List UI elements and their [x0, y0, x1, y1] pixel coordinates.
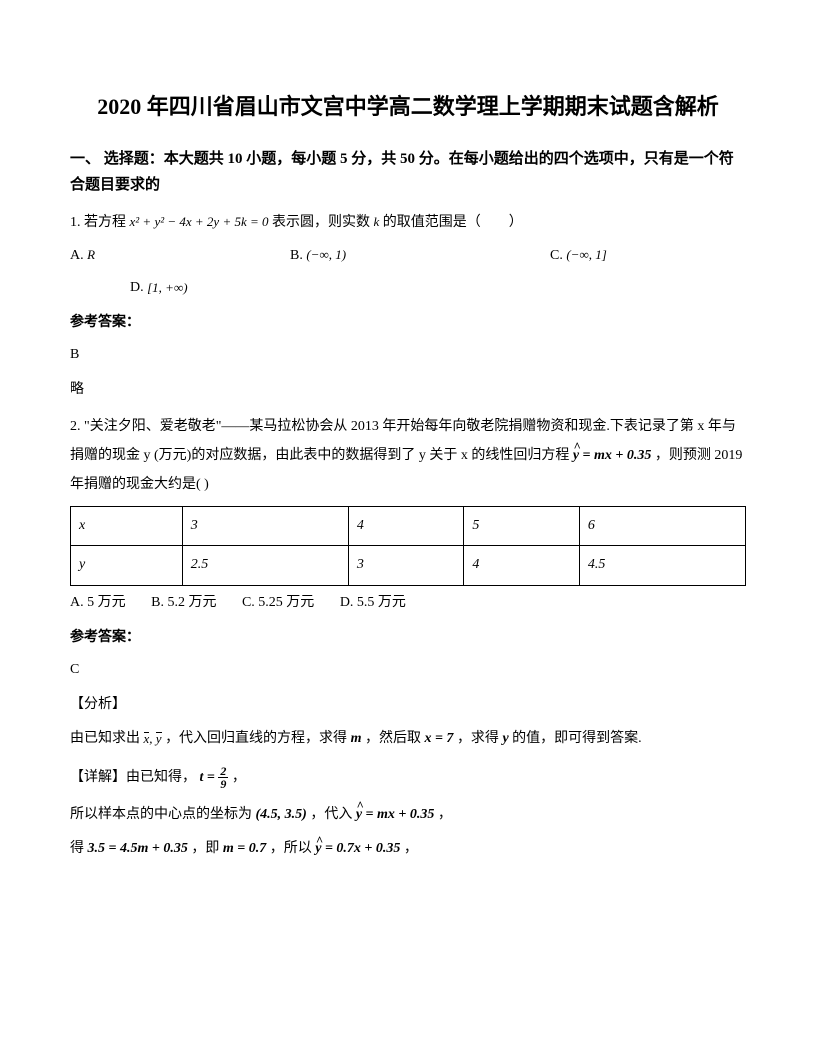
text: ，然后取	[365, 731, 425, 746]
q2-option-a: A. 5 万元	[70, 595, 126, 610]
opt-value: [1, +∞)	[147, 276, 187, 301]
q2-option-b: B. 5.2 万元	[151, 595, 216, 610]
q2-options: A. 5 万元 B. 5.2 万元 C. 5.25 万元 D. 5.5 万元	[70, 590, 746, 617]
q2-answer: C	[70, 657, 746, 684]
text: ，代入	[310, 807, 356, 822]
detail-tag: 【详解】由已知得，	[70, 770, 196, 785]
text: ，	[438, 807, 452, 822]
q1-stem-post: 的取值范围是（ ）	[383, 215, 523, 230]
q2-table: x 3 4 5 6 y 2.5 3 4 4.5	[70, 506, 746, 586]
table-cell: 3	[182, 506, 348, 546]
text: ，求得	[457, 731, 503, 746]
text: 得	[70, 841, 84, 856]
q2-center-line: 所以样本点的中心点的坐标为 (4.5, 3.5) ，代入 y = mx + 0.…	[70, 802, 746, 829]
q2-reg-eq: y = mx + 0.35	[573, 448, 652, 463]
q1-option-b: B. (−∞, 1)	[290, 243, 550, 270]
text: ，所以	[270, 841, 316, 856]
q1-option-c: C. (−∞, 1]	[550, 243, 746, 270]
xy-bar: x, y	[144, 725, 162, 754]
text: 的值，即可得到答案.	[512, 731, 642, 746]
text: ，即	[191, 841, 223, 856]
table-cell: 3	[348, 546, 464, 586]
q1-option-a: A. R	[70, 243, 290, 270]
table-cell: 4	[348, 506, 464, 546]
x-eq-7: x = 7	[424, 731, 453, 746]
q1-k: k	[374, 210, 380, 235]
q1-formula: x² + y² − 4x + 2y + 5k = 0	[130, 210, 269, 235]
q1-stem-pre: 1. 若方程	[70, 215, 130, 230]
analysis-tag: 【分析】	[70, 692, 746, 719]
opt-label: B.	[290, 248, 306, 263]
table-cell: 4	[464, 546, 580, 586]
m-var: m	[351, 731, 362, 746]
q2-option-d: D. 5.5 万元	[340, 595, 406, 610]
table-row: x 3 4 5 6	[71, 506, 746, 546]
q1-options-row1: A. R B. (−∞, 1) C. (−∞, 1]	[70, 243, 746, 270]
q1-note: 略	[70, 377, 746, 404]
text: 由已知求出	[70, 731, 140, 746]
y-var: y	[502, 731, 508, 746]
eq-35: 3.5 = 4.5m + 0.35	[88, 841, 188, 856]
text: ，	[404, 841, 418, 856]
q2-stem: 2. "关注夕阳、爱老敬老"——某马拉松协会从 2013 年开始每年向敬老院捐赠…	[70, 412, 746, 500]
q1-answer: B	[70, 342, 746, 369]
answer-label: 参考答案：	[70, 310, 746, 337]
table-row: y 2.5 3 4 4.5	[71, 546, 746, 586]
opt-label: A.	[70, 248, 87, 263]
opt-value: (−∞, 1)	[306, 243, 346, 268]
q1-stem-mid: 表示圆，则实数	[272, 215, 374, 230]
opt-value: (−∞, 1]	[566, 243, 606, 268]
text: ，	[232, 770, 246, 785]
table-cell: 5	[464, 506, 580, 546]
table-cell: y	[71, 546, 183, 586]
text: 所以样本点的中心点的坐标为	[70, 807, 252, 822]
q2-solve-line: 得 3.5 = 4.5m + 0.35 ，即 m = 0.7 ，所以 y = 0…	[70, 836, 746, 863]
table-cell: 2.5	[182, 546, 348, 586]
section-header: 一、 选择题：本大题共 10 小题，每小题 5 分，共 50 分。在每小题给出的…	[70, 147, 746, 198]
q2-option-c: C. 5.25 万元	[242, 595, 314, 610]
opt-value: R	[87, 243, 95, 268]
q2-detail-line: 【详解】由已知得， t = 29 ，	[70, 763, 746, 794]
q1-stem: 1. 若方程 x² + y² − 4x + 2y + 5k = 0 表示圆，则实…	[70, 210, 746, 237]
text: ，代入回归直线的方程，求得	[165, 731, 351, 746]
reg-eq: y = mx + 0.35	[356, 807, 435, 822]
opt-label: D.	[130, 280, 147, 295]
table-cell: x	[71, 506, 183, 546]
q1-option-d: D. [1, +∞)	[70, 275, 746, 302]
final-eq: y = 0.7x + 0.35	[315, 841, 400, 856]
table-cell: 6	[579, 506, 745, 546]
answer-label: 参考答案：	[70, 625, 746, 652]
t-eq: t = 29	[200, 770, 229, 785]
page-root: 2020 年四川省眉山市文宫中学高二数学理上学期期末试题含解析 一、 选择题：本…	[0, 0, 816, 911]
m-07: m = 0.7	[223, 841, 266, 856]
table-cell: 4.5	[579, 546, 745, 586]
q2-analysis-line1: 由已知求出 x, y ，代入回归直线的方程，求得 m ，然后取 x = 7 ，求…	[70, 724, 746, 755]
center-point: (4.5, 3.5)	[256, 807, 307, 822]
opt-label: C.	[550, 248, 566, 263]
page-title: 2020 年四川省眉山市文宫中学高二数学理上学期期末试题含解析	[70, 90, 746, 123]
